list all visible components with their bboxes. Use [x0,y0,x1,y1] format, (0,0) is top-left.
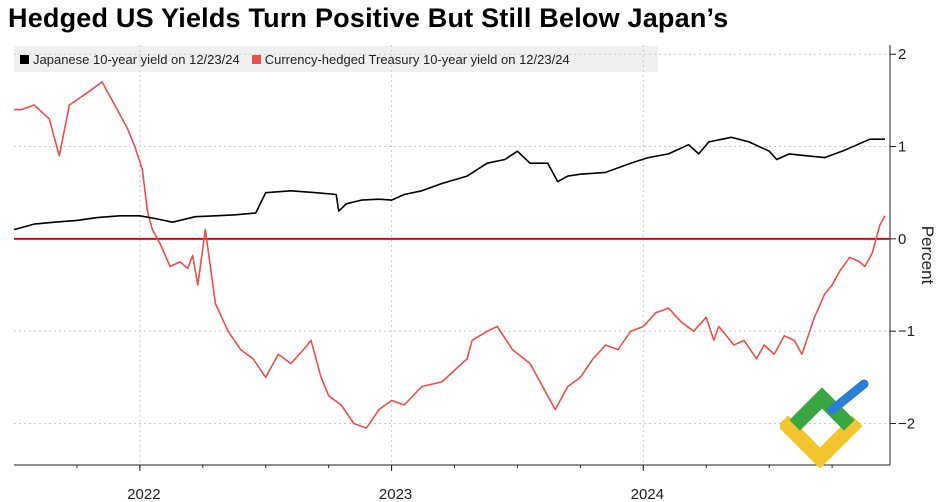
legend-label-japan: Japanese 10-year yield on 12/23/24 [33,51,240,67]
chart-title: Hedged US Yields Turn Positive But Still… [8,3,729,33]
brand-logo-icon [780,379,869,469]
legend-item-japan: Japanese 10-year yield on 12/23/24 [20,52,240,67]
y-axis-title: Percent [918,226,937,285]
series-line-japan-10y [13,136,885,231]
series-group [13,81,890,429]
legend-swatch-japan [20,54,29,64]
x-tick-label: 2022 [127,486,160,502]
y-tick-label: −1 [898,323,915,340]
series-line-hedged-treasury-10y [14,81,886,429]
legend-swatch-hedged-treasury [251,54,261,64]
y-tick-label: 1 [898,139,906,156]
grid [14,45,890,465]
legend: Japanese 10-year yield on 12/23/24 Curre… [14,46,658,72]
axes [14,45,896,471]
legend-label-hedged-treasury: Currency-hedged Treasury 10-year yield o… [264,51,570,67]
legend-item-hedged-treasury: Currency-hedged Treasury 10-year yield o… [251,51,570,67]
x-tick-label: 2024 [631,486,664,502]
y-tick-label: 0 [898,231,906,248]
y-tick-label: −2 [898,415,915,432]
y-tick-label: 2 [898,46,906,63]
axis-labels: 2 1 0 −1 −2 2022 2023 2024 Percent [127,46,937,502]
x-tick-label: 2023 [379,486,412,502]
